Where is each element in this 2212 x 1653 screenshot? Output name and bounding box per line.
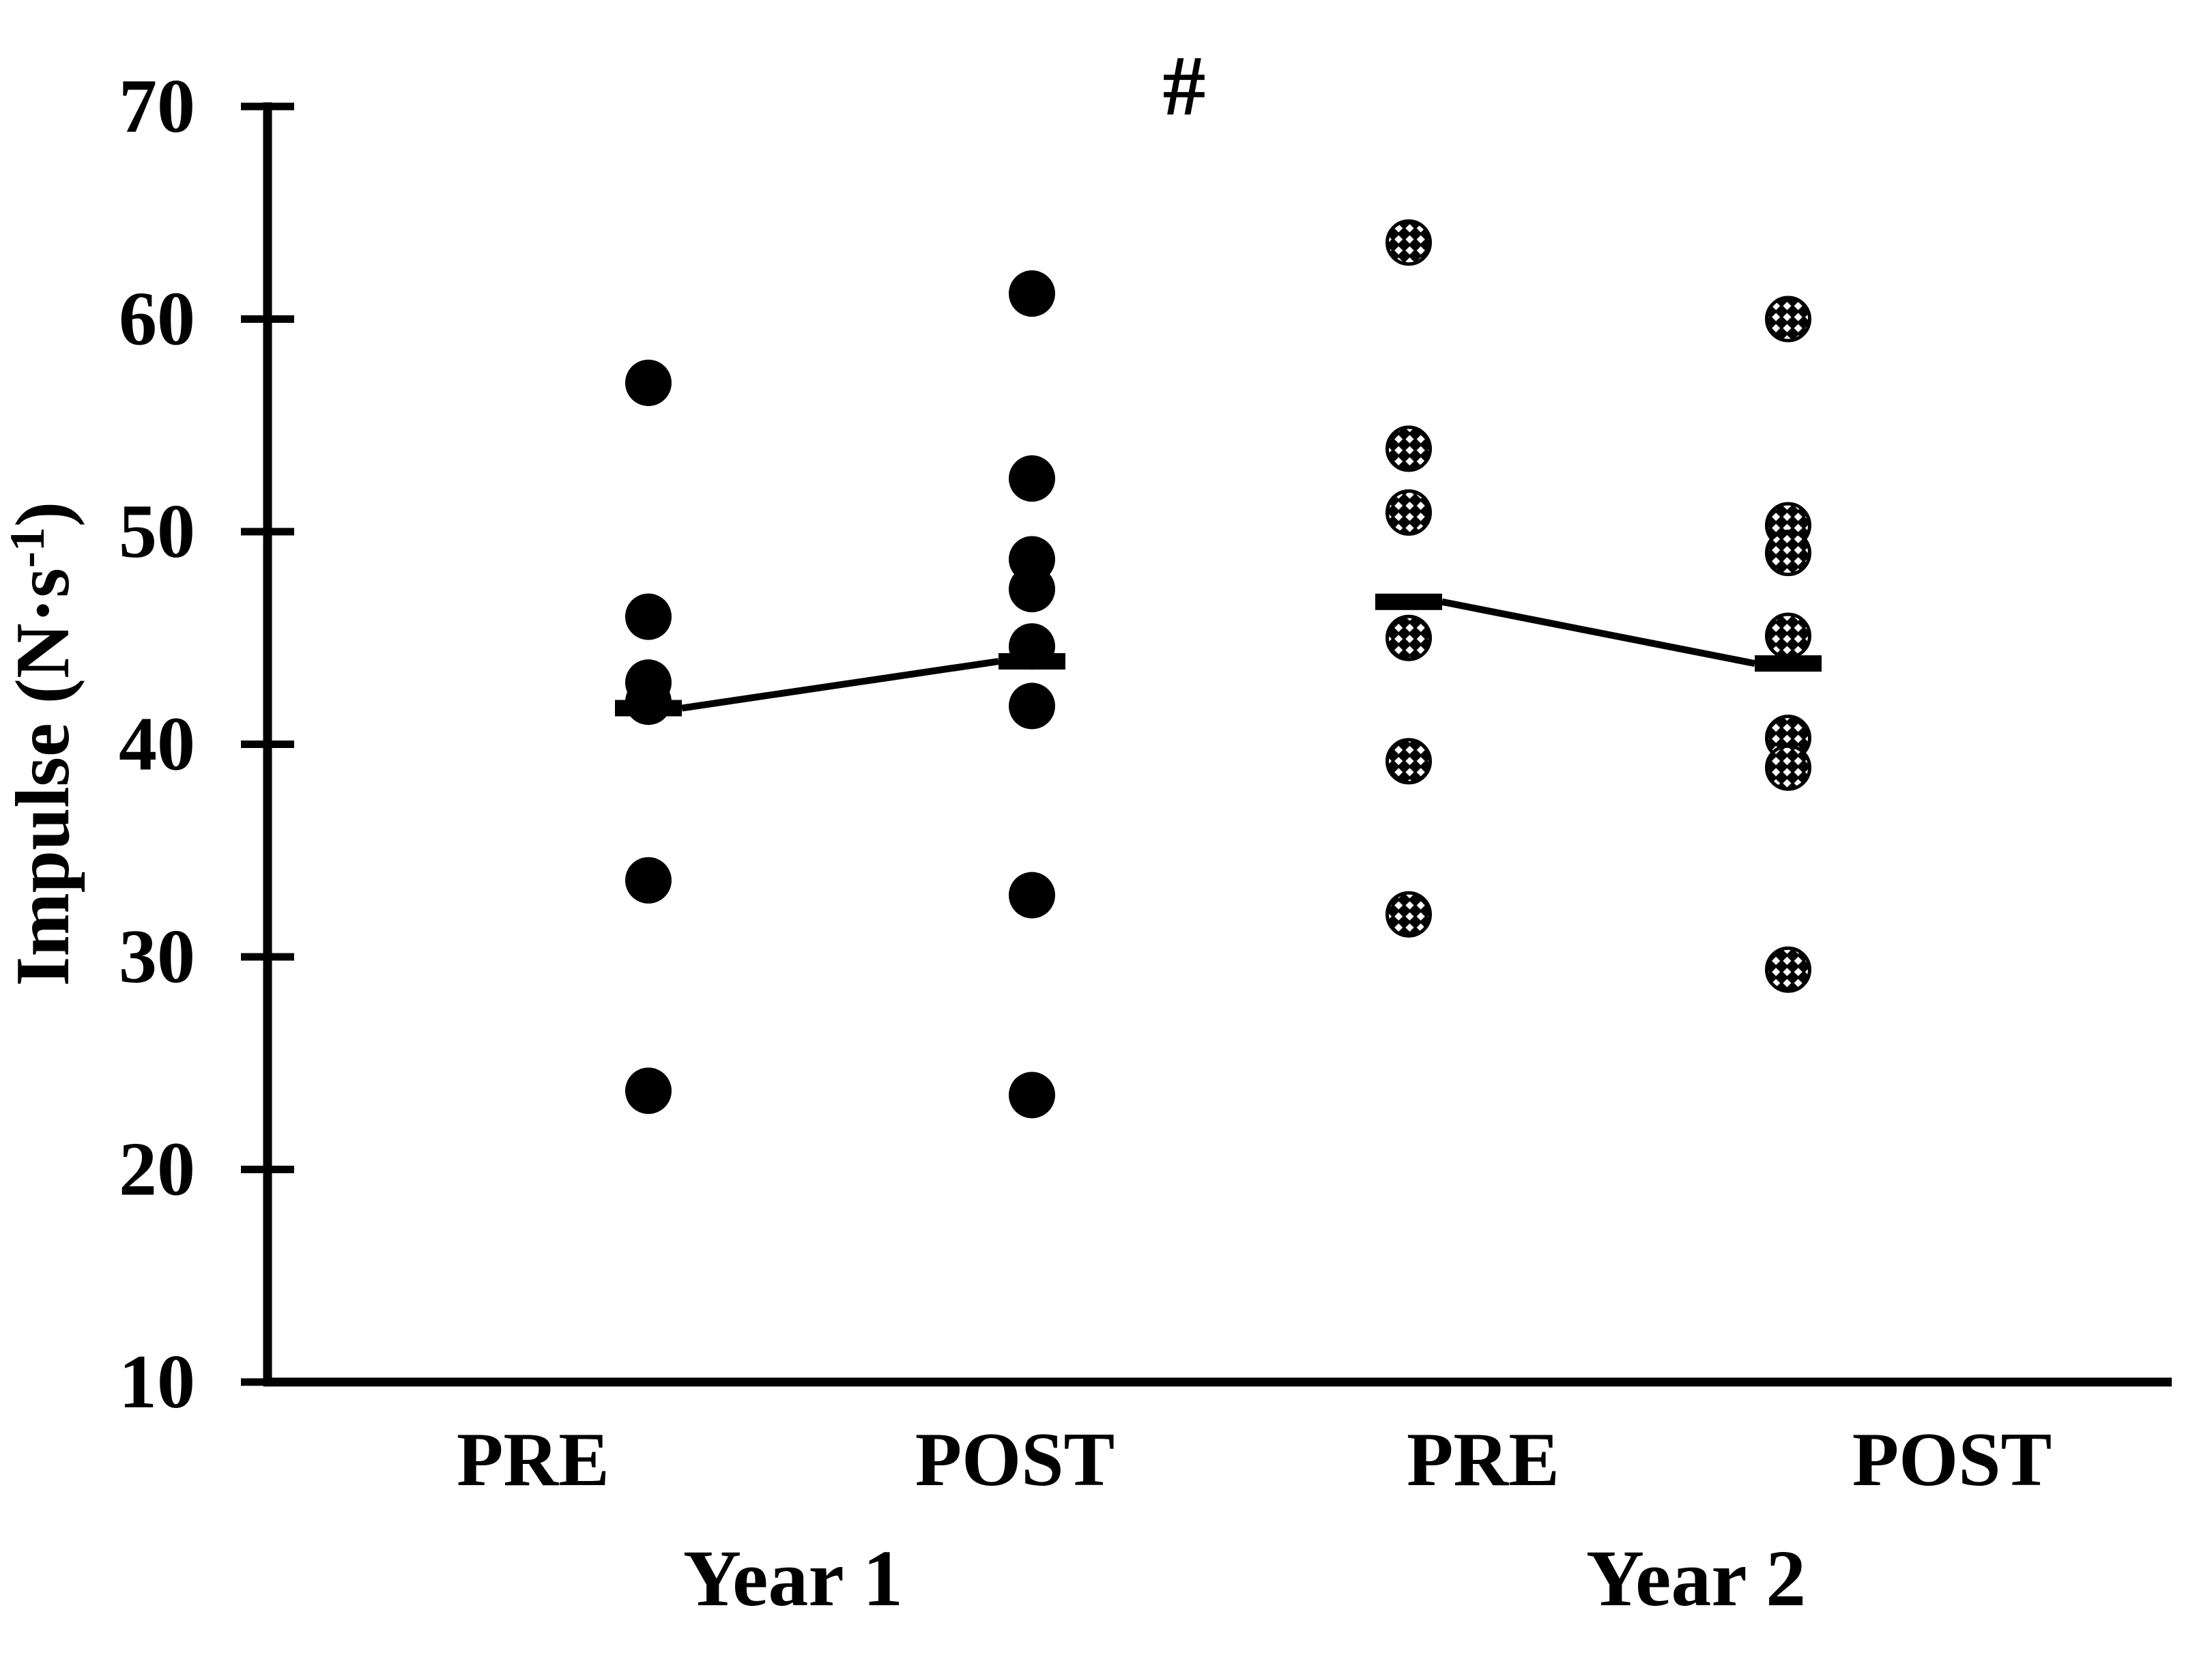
y-tick-label-20: 20 (119, 1127, 195, 1212)
y-tick-label-70: 70 (119, 64, 195, 149)
x-label-pre-2: PRE (1407, 1418, 1560, 1502)
series-year1-pre (625, 359, 672, 1115)
x-label-post-2: POST (1852, 1418, 2052, 1502)
y-tick-label-10: 10 (119, 1340, 195, 1424)
series-year2-post (1765, 296, 1811, 993)
data-point (625, 593, 672, 640)
y-tick-label-60: 60 (119, 277, 195, 362)
data-point (625, 1067, 672, 1115)
series-year2-pre (1385, 219, 1432, 938)
data-point (1009, 566, 1055, 613)
mean-trend-line (1441, 598, 1755, 667)
data-point (1009, 270, 1055, 317)
data-point (1765, 744, 1811, 791)
x-label-post-1: POST (915, 1418, 1115, 1502)
data-point (1385, 425, 1432, 472)
data-point (1009, 682, 1055, 730)
data-point (1385, 891, 1432, 938)
data-point (1385, 614, 1432, 661)
mean-bar (1375, 593, 1442, 610)
mean-trend-line (681, 658, 999, 712)
group-label-year-1: Year 1 (683, 1534, 903, 1623)
data-point (625, 359, 672, 406)
data-point (1765, 612, 1811, 659)
mean-bar (1755, 655, 1822, 672)
data-point (1385, 489, 1432, 536)
group-label-year-2: Year 2 (1586, 1534, 1806, 1623)
data-point (1009, 1072, 1055, 1119)
y-axis-title: Impulse (N·s-1) (0, 502, 85, 986)
x-label-pre-1: PRE (457, 1418, 609, 1502)
data-point (625, 857, 672, 904)
data-point (1765, 296, 1811, 343)
data-point (1765, 946, 1811, 993)
data-point (1009, 872, 1055, 919)
mean-bar (999, 653, 1065, 670)
data-point (1009, 455, 1055, 502)
y-tick-label-40: 40 (119, 702, 195, 787)
y-tick-label-30: 30 (119, 915, 195, 999)
data-point (1765, 530, 1811, 577)
data-point (1385, 738, 1432, 785)
y-tick-label-50: 50 (119, 489, 195, 574)
significance-hash: # (1163, 39, 1206, 134)
series-year1-post (1009, 270, 1055, 1119)
data-point (1385, 219, 1432, 266)
mean-bar (615, 700, 682, 717)
